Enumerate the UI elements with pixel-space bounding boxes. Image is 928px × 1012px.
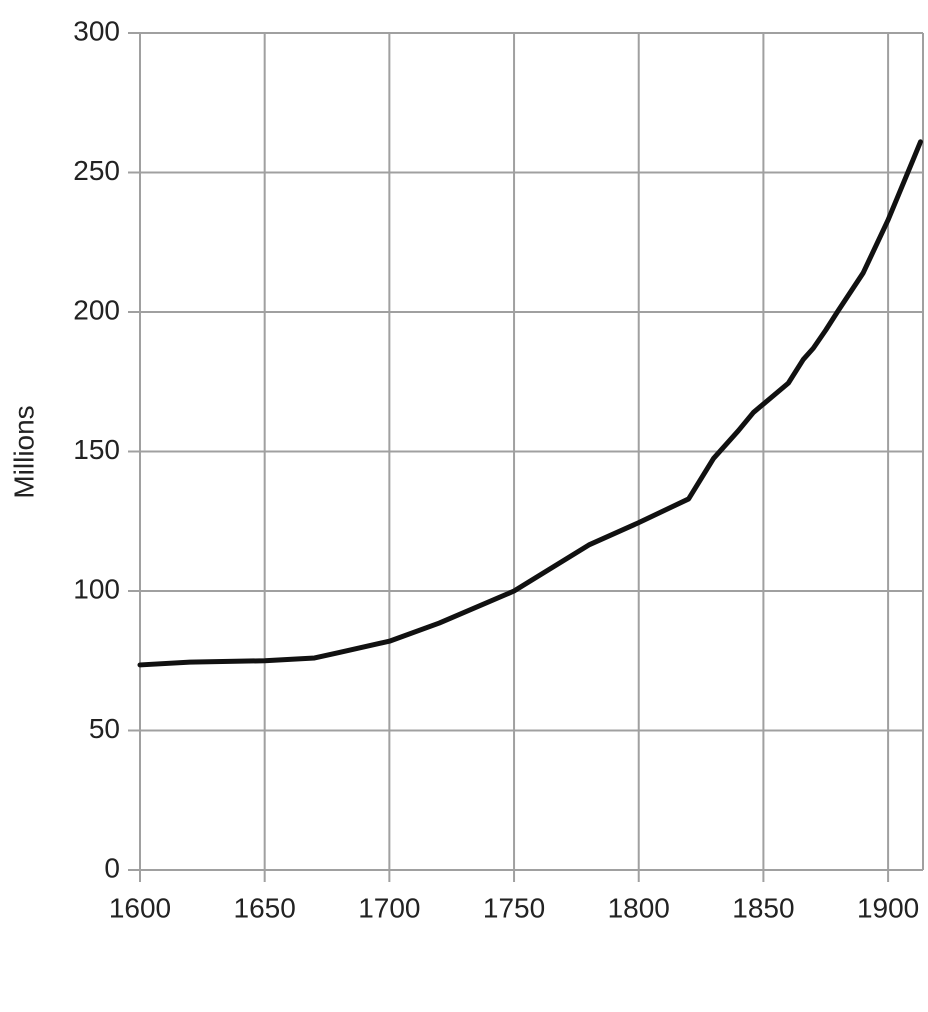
x-tick-label: 1800	[608, 892, 670, 923]
y-tick-label: 50	[89, 713, 120, 744]
y-tick-label: 200	[73, 294, 120, 325]
y-tick-label: 100	[73, 573, 120, 604]
x-tick-label: 1700	[358, 892, 420, 923]
y-tick-label: 250	[73, 155, 120, 186]
x-tick-label: 1850	[732, 892, 794, 923]
y-tick-label: 150	[73, 434, 120, 465]
x-tick-label: 1900	[857, 892, 919, 923]
y-axis-label: Millions	[8, 405, 39, 498]
data-line	[137, 139, 924, 668]
x-tick-label: 1650	[234, 892, 296, 923]
y-tick-label: 300	[73, 15, 120, 46]
x-tick-label: 1750	[483, 892, 545, 923]
y-tick-label: 0	[104, 852, 120, 883]
x-tick-label: 1600	[109, 892, 171, 923]
